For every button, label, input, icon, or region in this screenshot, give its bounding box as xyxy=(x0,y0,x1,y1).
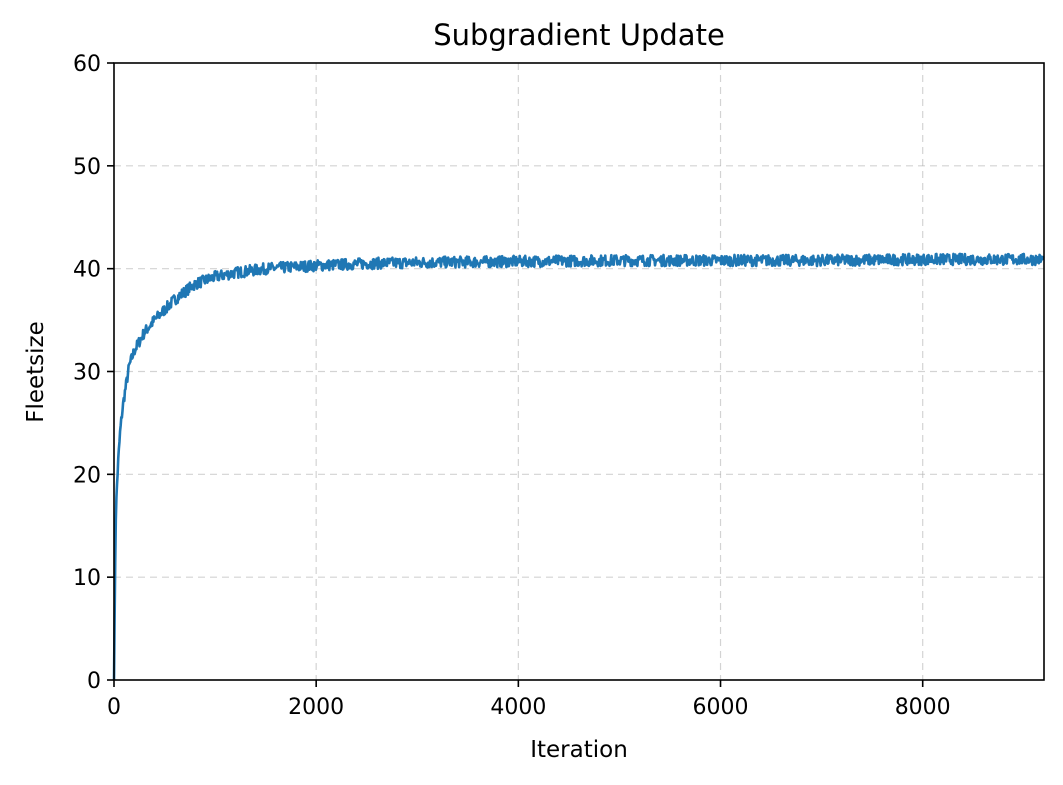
x-tick-label: 6000 xyxy=(693,695,749,720)
x-tick-label: 0 xyxy=(107,695,121,720)
series-layer xyxy=(112,252,1045,681)
y-tick-label: 0 xyxy=(87,669,101,694)
y-axis: 0 10 20 30 40 50 60 xyxy=(73,52,114,694)
x-tick-label: 8000 xyxy=(895,695,951,720)
x-axis-label: Iteration xyxy=(530,737,628,763)
x-tick-label: 4000 xyxy=(490,695,546,720)
y-tick-label: 50 xyxy=(73,155,101,180)
y-tick-label: 40 xyxy=(73,258,101,283)
y-tick-label: 10 xyxy=(73,566,101,591)
y-axis-label: Fleetsize xyxy=(23,321,49,423)
y-tick-label: 30 xyxy=(73,361,101,386)
x-axis: 0 2000 4000 6000 8000 xyxy=(107,680,951,720)
x-tick-label: 2000 xyxy=(288,695,344,720)
y-tick-label: 60 xyxy=(73,52,101,77)
plot-frame xyxy=(113,62,1045,681)
y-tick-label: 20 xyxy=(73,463,101,488)
series-line xyxy=(112,252,1045,681)
grid xyxy=(114,63,1044,680)
chart-title: Subgradient Update xyxy=(433,18,725,52)
